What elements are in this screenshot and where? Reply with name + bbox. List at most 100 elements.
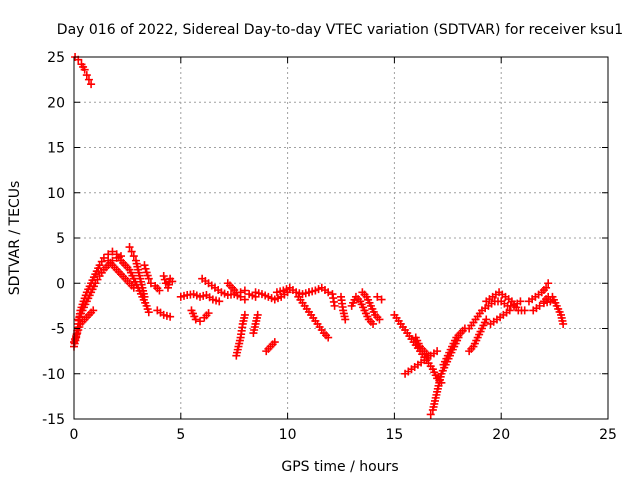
series-arc-26	[401, 347, 442, 378]
data-point	[543, 298, 552, 307]
data-point	[159, 272, 168, 281]
data-point	[208, 295, 217, 304]
data-point	[544, 279, 553, 288]
data-point	[373, 292, 382, 301]
data-point	[215, 297, 224, 306]
series-arc-04	[74, 252, 125, 324]
x-tick-label: 20	[492, 427, 510, 443]
series-arc-16	[262, 338, 279, 356]
data-point	[272, 288, 281, 297]
series-arc-23	[358, 288, 384, 324]
data-point	[273, 294, 282, 303]
data-point	[542, 283, 551, 292]
data-point	[75, 322, 84, 331]
data-point	[116, 252, 125, 261]
data-point	[245, 290, 254, 299]
data-point	[74, 55, 83, 64]
data-point	[304, 288, 313, 297]
series-arc-24	[373, 292, 386, 304]
y-tick-label: 20	[47, 95, 65, 111]
data-point	[143, 271, 152, 280]
data-point	[324, 288, 333, 297]
y-tick-label: 15	[47, 141, 65, 157]
data-point	[108, 247, 117, 256]
data-point	[426, 410, 435, 419]
data-point	[189, 290, 198, 299]
series-arc-29	[439, 324, 469, 369]
data-point	[546, 297, 555, 306]
data-point	[87, 80, 96, 89]
data-point	[341, 315, 350, 324]
y-axis-label: SDTVAR / TECUs	[7, 181, 23, 296]
series-arc-14	[232, 310, 249, 360]
x-tick-label: 0	[70, 427, 79, 443]
data-point	[314, 285, 323, 294]
data-point	[482, 315, 491, 324]
data-point	[104, 250, 113, 259]
series-arc-03	[70, 306, 98, 347]
data-point	[129, 283, 138, 292]
data-point	[89, 306, 98, 315]
data-point	[267, 294, 276, 303]
data-point	[196, 292, 205, 301]
y-tick-label: 25	[47, 50, 65, 66]
data-point	[74, 326, 83, 335]
data-point	[559, 319, 568, 328]
series-arc-08	[153, 306, 175, 321]
data-point	[192, 291, 201, 300]
data-point	[160, 275, 169, 284]
data-point	[240, 286, 249, 295]
data-point	[330, 301, 339, 310]
data-point	[212, 296, 221, 305]
series-arc-09	[159, 272, 177, 292]
series-arc-27	[411, 333, 433, 360]
data-point	[127, 247, 136, 256]
series-arc-07	[140, 261, 164, 295]
data-point	[80, 65, 89, 74]
data-point	[298, 290, 307, 299]
series-arc-20	[304, 283, 339, 310]
series-arc-11	[187, 306, 213, 326]
data-point	[505, 306, 514, 315]
y-tick-label: 0	[56, 276, 65, 292]
data-point	[220, 289, 229, 298]
data-point	[308, 287, 317, 296]
data-point	[424, 351, 433, 360]
data-point	[270, 338, 279, 347]
series-arc-21	[337, 292, 350, 324]
data-point	[146, 279, 155, 288]
series-arc-32	[482, 288, 529, 315]
data-point	[369, 319, 378, 328]
x-tick-labels: 0 5 10 15 20 25	[70, 427, 617, 443]
y-tick-label: -5	[51, 322, 65, 338]
data-point	[257, 290, 266, 299]
series-arc-35	[539, 292, 568, 328]
data-point	[140, 261, 149, 270]
data-point	[261, 291, 270, 300]
data-point	[240, 295, 249, 304]
data-point	[191, 315, 200, 324]
data-point	[141, 264, 150, 273]
data-point	[143, 305, 152, 314]
data-point	[301, 289, 310, 298]
data-point	[99, 253, 108, 262]
series-arc-22	[347, 292, 378, 328]
data-point	[253, 310, 262, 319]
data-point	[295, 289, 304, 298]
data-point	[292, 288, 301, 297]
data-point	[142, 268, 151, 277]
data-point	[233, 291, 242, 300]
data-point	[539, 299, 548, 308]
series-arc-10	[176, 290, 224, 306]
series-arc-17	[251, 288, 292, 304]
data-point	[180, 291, 189, 300]
data-point	[82, 71, 91, 80]
series-arc-30	[465, 315, 491, 356]
y-tick-label: 5	[56, 231, 65, 247]
series-arc-36	[529, 297, 555, 315]
data-point	[140, 292, 149, 301]
data-point	[144, 308, 153, 317]
x-tick-label: 15	[385, 427, 403, 443]
series-arc-34	[524, 279, 553, 306]
